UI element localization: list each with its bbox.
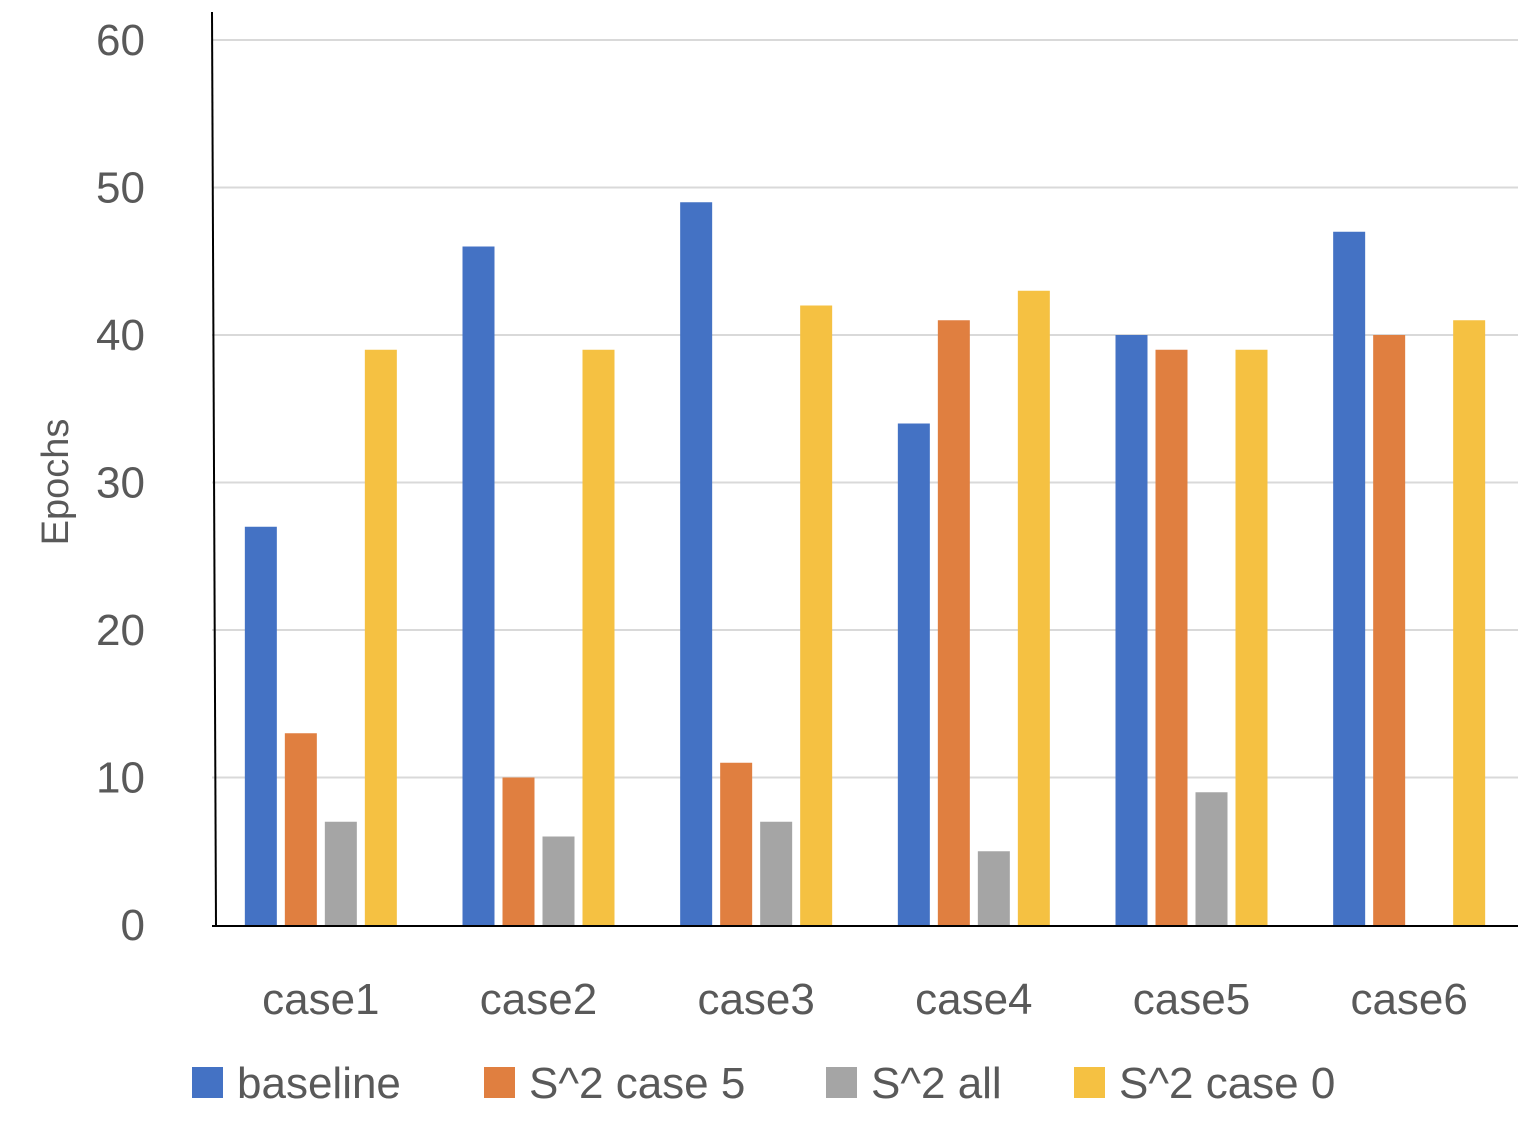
y-tick-label: 40 [96,311,145,360]
legend-swatch [1074,1067,1105,1098]
axes [211,11,1518,928]
bar [760,821,793,925]
y-tick-label: 30 [96,459,145,508]
y-tick-label: 60 [96,16,145,65]
bar [1115,335,1148,925]
x-category-label: case1 [262,975,379,1024]
bar [1155,349,1188,925]
y-tick-label: 0 [121,901,145,950]
bar [800,305,833,925]
bar [364,349,397,925]
legend-label: baseline [237,1059,401,1108]
bars [244,202,1486,925]
y-tick-labels: 0 10 20 30 40 50 60 [96,16,145,950]
bar [977,851,1010,925]
legend-swatch [826,1067,857,1098]
x-category-label: case6 [1350,975,1467,1024]
bar [720,762,753,925]
y-tick-label: 50 [96,164,145,213]
x-category-label: case4 [915,975,1032,1024]
bar [582,349,615,925]
x-category-labels: case1 case2 case3 case4 case5 case6 [262,975,1468,1024]
y-axis-label: Epochs [35,419,77,546]
legend: baseline S^2 case 5 S^2 all S^2 case 0 [192,1059,1335,1108]
y-axis-line [211,11,217,928]
bar [1333,231,1366,925]
bar [324,821,357,925]
legend-label: S^2 case 0 [1119,1059,1335,1108]
bar [1017,290,1050,925]
bar [542,836,575,925]
bar [1373,335,1406,925]
legend-swatch [484,1067,515,1098]
bar [244,526,277,925]
x-category-label: case5 [1133,975,1250,1024]
bar [502,777,535,925]
bar [897,423,930,925]
legend-label: S^2 case 5 [529,1059,745,1108]
x-category-label: case2 [480,975,597,1024]
bar [284,733,317,925]
bar [1453,320,1486,925]
bar [680,202,713,925]
bar [937,320,970,925]
legend-label: S^2 all [871,1059,1002,1108]
x-category-label: case3 [697,975,814,1024]
y-tick-label: 10 [96,754,145,803]
gridlines [212,39,1518,779]
bar [462,246,495,925]
bar [1195,792,1228,925]
bar [1235,349,1268,925]
y-tick-label: 20 [96,606,145,655]
legend-swatch [192,1067,223,1098]
